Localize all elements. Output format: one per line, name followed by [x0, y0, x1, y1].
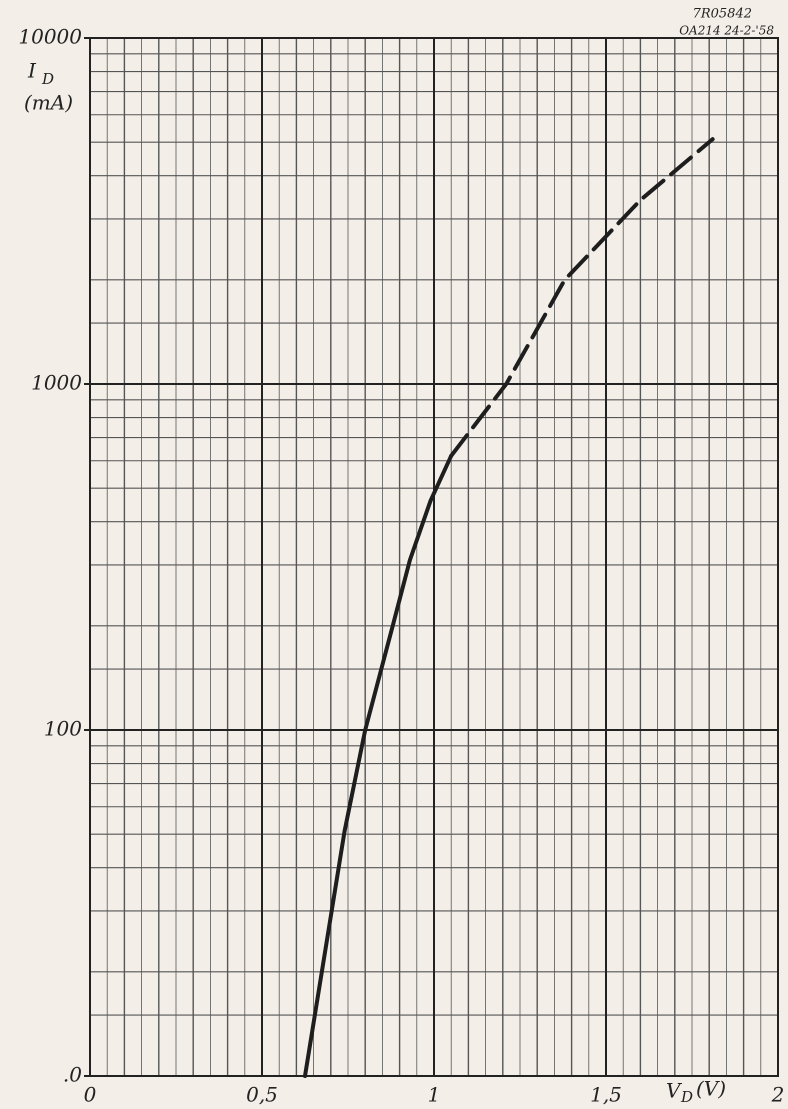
x-label-symbol: V: [666, 1079, 683, 1103]
y-label-unit: (mA): [24, 91, 73, 115]
x-label-subscript: D: [680, 1088, 693, 1106]
y-label-subscript: D: [41, 70, 54, 88]
annotation: 7R05842: [693, 7, 752, 22]
x-tick-label: 0: [84, 1083, 97, 1107]
y-tick-label: 10000: [18, 25, 82, 49]
y-tick-label: 100: [44, 717, 82, 741]
curve: [303, 453, 454, 1078]
x-tick-label: 2: [771, 1083, 785, 1107]
x-tick-label: 0,5: [246, 1083, 278, 1107]
x-label-unit: (V): [696, 1077, 726, 1101]
annotation: OA214 24-2-'58: [679, 24, 774, 38]
plot-border: [89, 37, 779, 1077]
x-tick-label: 1: [428, 1083, 441, 1107]
x-tick-label: 1,5: [590, 1083, 622, 1107]
y-tick-label: 1000: [31, 371, 82, 395]
curve: [449, 137, 715, 458]
y-label-symbol: I: [27, 59, 37, 83]
y-tick-label: .0: [63, 1063, 82, 1087]
